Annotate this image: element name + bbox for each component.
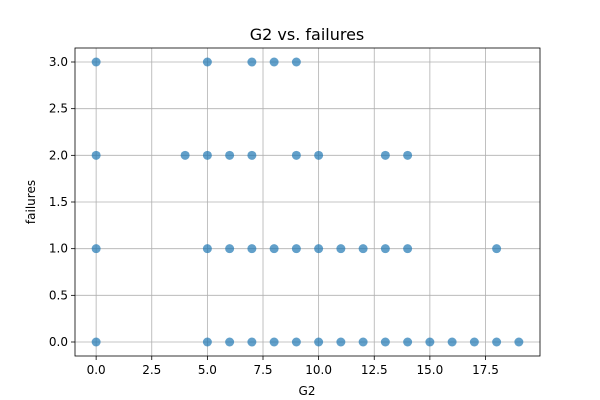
scatter-point [403, 150, 413, 160]
scatter-point [336, 337, 346, 347]
scatter-point [269, 337, 279, 347]
grid [75, 48, 540, 356]
y-tick-label: 2.5 [49, 102, 68, 116]
scatter-point [269, 244, 279, 254]
scatter-point [425, 337, 435, 347]
y-tick-label: 3.0 [49, 55, 68, 69]
scatter-point [291, 57, 301, 67]
chart-title: G2 vs. failures [250, 25, 365, 44]
scatter-point [358, 244, 368, 254]
scatter-point [336, 244, 346, 254]
scatter-point [225, 337, 235, 347]
scatter-point [492, 244, 502, 254]
scatter-point [291, 337, 301, 347]
scatter-point [291, 150, 301, 160]
scatter-point [91, 150, 101, 160]
x-tick-label: 17.5 [472, 363, 499, 377]
scatter-point [202, 337, 212, 347]
y-axis-label: failures [24, 180, 38, 224]
scatter-point [180, 150, 190, 160]
scatter-point [91, 337, 101, 347]
y-tick-label: 1.5 [49, 195, 68, 209]
scatter-point [403, 337, 413, 347]
scatter-point [291, 244, 301, 254]
scatter-point [358, 337, 368, 347]
scatter-point [225, 150, 235, 160]
data-points [91, 57, 524, 347]
scatter-point [314, 150, 324, 160]
y-axis-ticks: 0.0 0.5 1.0 1.5 2.0 2.5 3.0 [49, 55, 75, 349]
x-axis-label: G2 [299, 384, 316, 398]
scatter-point [91, 244, 101, 254]
x-tick-label: 7.5 [253, 363, 272, 377]
scatter-point [202, 57, 212, 67]
x-tick-label: 15.0 [417, 363, 444, 377]
scatter-point [269, 57, 279, 67]
scatter-point [225, 244, 235, 254]
x-tick-label: 12.5 [361, 363, 388, 377]
x-tick-label: 5.0 [198, 363, 217, 377]
scatter-point [314, 244, 324, 254]
y-tick-label: 0.5 [49, 288, 68, 302]
scatter-point [314, 337, 324, 347]
scatter-point [91, 57, 101, 67]
scatter-point [247, 244, 257, 254]
scatter-point [380, 150, 390, 160]
y-tick-label: 2.0 [49, 148, 68, 162]
scatter-point [247, 150, 257, 160]
x-tick-label: 0.0 [87, 363, 106, 377]
scatter-point [247, 57, 257, 67]
scatter-point [514, 337, 524, 347]
x-tick-label: 2.5 [142, 363, 161, 377]
scatter-point [202, 244, 212, 254]
scatter-point [447, 337, 457, 347]
x-axis-ticks: 0.0 2.5 5.0 7.5 10.0 12.5 15.0 17.5 [87, 356, 499, 377]
x-tick-label: 10.0 [305, 363, 332, 377]
scatter-point [469, 337, 479, 347]
scatter-point [202, 150, 212, 160]
scatter-point [380, 337, 390, 347]
y-tick-label: 1.0 [49, 242, 68, 256]
scatter-point [403, 244, 413, 254]
y-tick-label: 0.0 [49, 335, 68, 349]
scatter-point [492, 337, 502, 347]
scatter-point [380, 244, 390, 254]
scatter-point [247, 337, 257, 347]
